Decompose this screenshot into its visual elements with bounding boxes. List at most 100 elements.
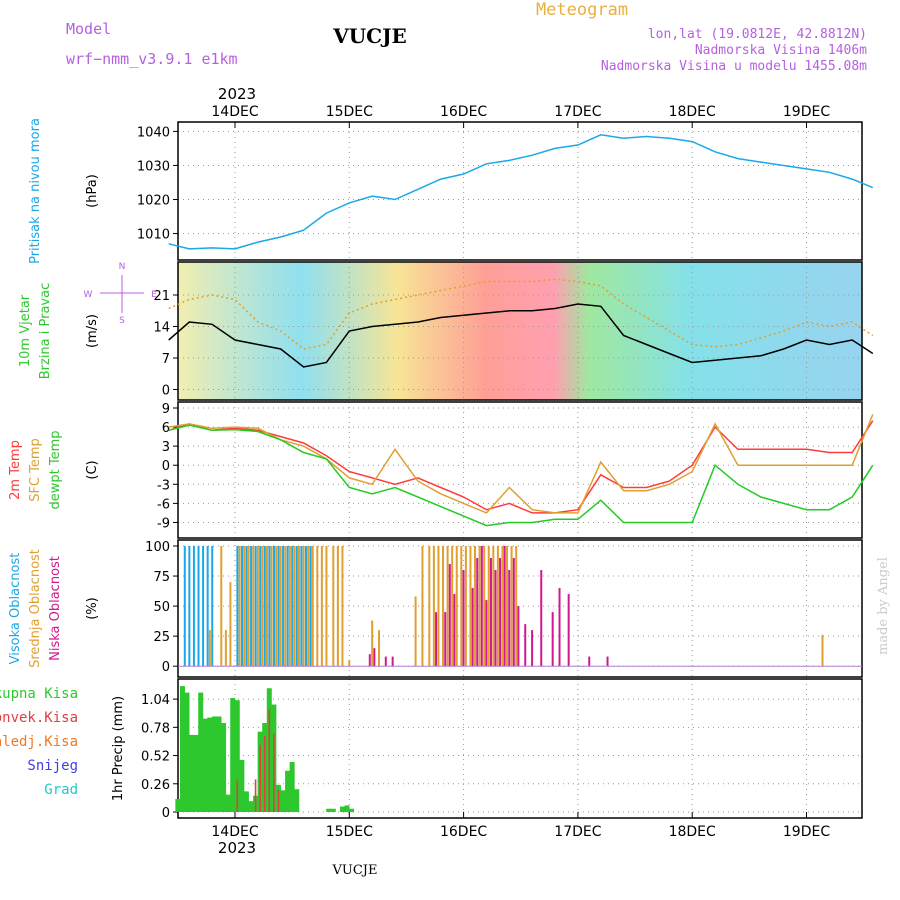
convective-bar: [259, 744, 261, 812]
cloud-bar: [202, 546, 205, 667]
wind-series-line: [168, 303, 874, 368]
cloud-bar: [263, 546, 266, 667]
cloud-bar: [524, 624, 527, 667]
cloud-bar: [483, 546, 486, 667]
y-tick-label: 75: [153, 570, 170, 585]
cloud-bar: [295, 546, 298, 667]
cloud-bar: [444, 612, 447, 667]
cloud-bar: [183, 546, 186, 667]
cloud-bar: [469, 546, 472, 667]
cloud-bar: [332, 546, 335, 667]
cloud-bar: [293, 546, 296, 667]
precip-bar: [207, 717, 213, 812]
elevation: Nadmorska Visina 1406m: [695, 43, 867, 58]
convective-bar: [273, 733, 275, 812]
y-tick-label: 0: [162, 806, 170, 821]
y-tick-label: -9: [157, 516, 170, 531]
cloud-bar: [368, 654, 371, 667]
x-tick-label-bottom: 18DEC: [669, 824, 716, 840]
cloud-bar: [316, 546, 319, 667]
y-tick-label: 9: [162, 402, 170, 417]
cloud-bar: [309, 546, 312, 667]
cloud-bar: [220, 546, 223, 667]
cloud-bar: [229, 582, 232, 667]
precip-legend-label: Zaledj.Kisa: [0, 734, 78, 750]
cloud-bar: [261, 546, 264, 667]
y-tick-label: 25: [153, 630, 170, 645]
x-tick-label-bottom: 16DEC: [440, 824, 487, 840]
panel-wind: 0 7 14 21 (m/s) 10m Vjetar Brzina i Pravac N S W E: [18, 261, 874, 401]
cloud-bar: [298, 546, 301, 667]
cloud-bar: [240, 546, 243, 667]
cloud-bar: [446, 546, 449, 667]
cloud-bar: [252, 546, 255, 667]
x-tick-label-bottom: 17DEC: [554, 824, 601, 840]
convective-bar: [263, 736, 266, 812]
compass-east-label: E: [151, 290, 157, 300]
precip-bar: [193, 734, 199, 812]
x-tick-label-top: 15DEC: [326, 104, 373, 120]
cloud-bar: [588, 656, 591, 667]
cloud-bar: [304, 546, 307, 667]
side-label: Pritisak na nivou mora: [28, 118, 43, 264]
precip-bar: [225, 794, 231, 812]
cloud-bar: [558, 588, 561, 667]
cloud-bar: [503, 546, 506, 667]
side-label: 10m Vjetar: [18, 294, 33, 367]
precip-bar: [230, 698, 236, 812]
cloud-bar: [206, 546, 209, 667]
side-label: SFC Temp: [28, 438, 43, 502]
cloud-bar: [300, 546, 303, 667]
cloud-bar: [371, 620, 374, 667]
pressure-series-line: [168, 134, 874, 250]
cloud-bar: [489, 558, 492, 667]
precip-bar: [211, 716, 217, 812]
x-tick-label-top: 18DEC: [669, 104, 716, 120]
cloud-bar: [291, 546, 294, 667]
cloud-bar: [432, 546, 435, 667]
y-tick-label: 50: [153, 600, 170, 615]
cloud-bar: [437, 546, 440, 667]
cloud-bar: [421, 546, 424, 667]
cloud-bar: [428, 546, 431, 667]
wind-barbs-background: [178, 262, 862, 400]
lonlat: lon,lat (19.0812E, 42.8812N): [648, 27, 867, 42]
precip-bar: [349, 808, 355, 812]
station-title: VUCJE: [332, 24, 407, 48]
y-axis-label: (C): [85, 460, 100, 479]
y-tick-label: 1040: [137, 125, 170, 140]
cloud-bar: [487, 546, 490, 667]
cloud-bar: [531, 630, 534, 667]
precip-legend-label: Konvek.Kisa: [0, 710, 78, 726]
cloud-bar: [311, 546, 314, 667]
y-tick-label: -6: [157, 497, 170, 512]
y-axis-label: (hPa): [85, 174, 100, 208]
cloud-bar: [197, 546, 200, 667]
cloud-bar: [496, 546, 499, 667]
side-label: Brzina i Pravac: [38, 283, 53, 380]
model-name: wrf−nmm_v3.9.1 e1km: [66, 50, 238, 68]
precip-bar: [202, 718, 208, 812]
cloud-bar: [506, 546, 509, 667]
precip-bar: [289, 762, 295, 812]
cloud-bar: [510, 546, 513, 667]
cloud-bar: [243, 546, 246, 667]
y-axis-label: (m/s): [85, 314, 100, 348]
y-tick-label: 0.78: [141, 721, 170, 736]
cloud-bar: [451, 546, 454, 667]
precip-bar: [339, 806, 345, 812]
precip-bar: [243, 791, 249, 812]
side-label: dewpt Temp: [48, 430, 63, 509]
cloud-bar: [272, 546, 275, 667]
side-label: Visoka Oblacnost: [8, 553, 23, 665]
precip-bar: [179, 686, 185, 812]
panel-precip: 0 0.26 0.52 0.78 1.04 1hr Precip (mm) Ukupna K…: [0, 678, 863, 821]
cloud-bar: [320, 546, 323, 667]
cloud-bar: [211, 546, 214, 667]
precip-bar: [280, 790, 286, 812]
cloud-bar: [821, 634, 824, 667]
y-tick-label: 0.26: [141, 778, 170, 793]
cloud-bar: [460, 546, 463, 667]
cloud-bar: [540, 570, 543, 667]
